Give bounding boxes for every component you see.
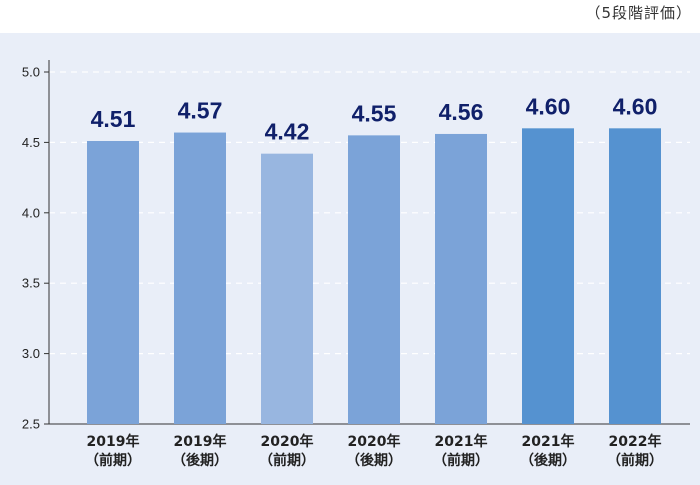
x-tick-label: （後期） xyxy=(172,452,228,469)
x-tick-label: （前期） xyxy=(607,452,663,469)
data-labels: 4.51 4.57 4.42 4.55 4.56 4.60 4.60 xyxy=(91,93,658,144)
y-tick-label: 3.0 xyxy=(22,346,40,361)
x-tick-label: 2022年 xyxy=(609,433,662,450)
data-label: 4.60 xyxy=(526,93,571,119)
data-label: 4.55 xyxy=(352,100,397,126)
data-label: 4.42 xyxy=(265,119,310,145)
bar xyxy=(435,133,487,424)
bar xyxy=(261,153,313,424)
y-tick-label: 5.0 xyxy=(22,65,40,80)
x-tick-label: （後期） xyxy=(520,452,576,469)
data-label: 4.56 xyxy=(439,99,484,125)
data-label: 4.51 xyxy=(91,106,136,132)
x-tick-label: （前期） xyxy=(85,452,141,469)
y-tick-label: 3.5 xyxy=(22,276,40,291)
tick-labels: 2.5 3.0 3.5 4.0 4.5 5.0 2019年 （前期） 2019年 （後期） 2020… xyxy=(22,65,663,470)
y-tick-label: 2.5 xyxy=(22,417,40,432)
data-label: 4.60 xyxy=(613,93,658,119)
x-tick-label: （前期） xyxy=(259,452,315,469)
bar xyxy=(174,132,226,424)
x-tick-label: （前期） xyxy=(433,452,489,469)
x-tick-label: 2021年 xyxy=(522,433,575,450)
bars xyxy=(87,128,661,425)
bar xyxy=(348,135,400,425)
unit-note: （5段階評価） xyxy=(585,4,692,22)
bar xyxy=(609,128,661,424)
x-tick-label: （後期） xyxy=(346,452,402,469)
x-tick-label: 2019年 xyxy=(87,433,140,450)
x-tick-label: 2020年 xyxy=(348,433,401,450)
y-tick-label: 4.5 xyxy=(22,135,40,150)
x-tick-label: 2020年 xyxy=(261,433,314,450)
data-label: 4.57 xyxy=(178,98,223,124)
bar xyxy=(87,140,139,424)
bar xyxy=(522,128,574,424)
x-tick-label: 2021年 xyxy=(435,433,488,450)
y-tick-label: 4.0 xyxy=(22,205,40,220)
x-tick-label: 2019年 xyxy=(174,433,227,450)
